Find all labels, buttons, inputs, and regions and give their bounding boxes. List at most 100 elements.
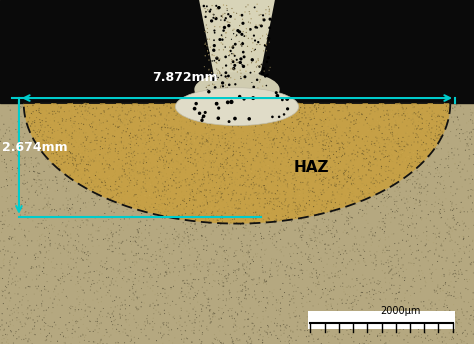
Point — [56, 233, 64, 238]
Point — [24, 216, 32, 221]
Point — [145, 116, 153, 121]
Point — [461, 327, 469, 333]
Point — [93, 321, 101, 326]
Point — [201, 83, 209, 88]
Point — [8, 235, 16, 240]
Point — [298, 158, 305, 164]
Point — [129, 290, 137, 296]
Point — [237, 60, 244, 65]
Point — [338, 191, 346, 197]
Point — [154, 15, 161, 21]
Point — [246, 243, 254, 248]
Point — [184, 155, 191, 161]
Point — [186, 36, 193, 42]
Point — [311, 126, 319, 131]
Point — [114, 154, 121, 159]
Point — [294, 14, 302, 20]
Point — [232, 137, 240, 142]
Point — [9, 135, 17, 140]
Point — [279, 110, 286, 116]
Point — [400, 337, 408, 343]
Point — [439, 199, 447, 205]
Point — [65, 63, 73, 68]
Point — [197, 189, 204, 194]
Point — [114, 186, 121, 192]
Point — [26, 284, 34, 290]
Point — [7, 150, 15, 155]
Point — [125, 141, 133, 147]
Point — [160, 133, 167, 139]
Point — [249, 111, 257, 117]
Point — [316, 197, 324, 203]
Point — [14, 153, 22, 159]
Point — [331, 273, 339, 279]
Point — [305, 257, 312, 262]
Point — [134, 161, 141, 167]
Point — [445, 111, 452, 116]
Point — [154, 100, 162, 106]
Point — [77, 105, 85, 110]
Point — [222, 149, 230, 155]
Point — [443, 107, 451, 112]
Point — [320, 35, 328, 41]
Point — [336, 208, 343, 214]
Point — [315, 197, 323, 202]
Point — [436, 170, 443, 176]
Point — [113, 340, 121, 344]
Point — [107, 305, 115, 310]
Point — [326, 166, 333, 171]
Point — [210, 53, 218, 58]
Point — [124, 173, 131, 178]
Point — [188, 340, 196, 344]
Point — [298, 126, 305, 131]
Point — [26, 165, 33, 170]
Point — [133, 227, 141, 233]
Point — [175, 319, 182, 324]
Point — [21, 155, 28, 161]
Point — [373, 124, 380, 129]
Point — [430, 111, 438, 116]
Point — [213, 115, 220, 120]
Point — [407, 138, 415, 143]
Point — [278, 107, 286, 112]
Point — [251, 32, 259, 38]
Point — [419, 139, 427, 144]
Point — [407, 195, 414, 200]
Point — [74, 111, 82, 116]
Point — [200, 290, 208, 295]
Point — [337, 0, 345, 6]
Point — [314, 160, 321, 165]
Point — [329, 254, 337, 259]
Point — [384, 175, 392, 180]
Point — [93, 319, 101, 324]
Point — [426, 336, 434, 342]
Point — [109, 299, 117, 304]
Point — [254, 56, 262, 62]
Point — [23, 203, 31, 208]
Point — [242, 283, 249, 289]
Point — [172, 200, 180, 205]
Point — [216, 162, 223, 167]
Point — [86, 122, 93, 128]
Point — [346, 190, 354, 195]
Point — [216, 212, 223, 218]
Point — [191, 195, 198, 201]
Point — [30, 164, 37, 170]
Point — [208, 164, 215, 170]
Point — [73, 91, 81, 97]
Point — [114, 191, 122, 196]
Point — [86, 111, 93, 116]
Point — [457, 127, 465, 132]
Point — [88, 140, 95, 145]
Point — [147, 23, 155, 29]
Point — [449, 329, 457, 335]
Point — [0, 219, 5, 224]
Point — [264, 150, 272, 155]
Point — [173, 148, 181, 153]
Point — [303, 241, 311, 247]
Point — [350, 137, 358, 143]
Point — [187, 117, 194, 123]
Point — [216, 56, 224, 62]
Point — [88, 89, 95, 95]
Point — [446, 308, 454, 313]
